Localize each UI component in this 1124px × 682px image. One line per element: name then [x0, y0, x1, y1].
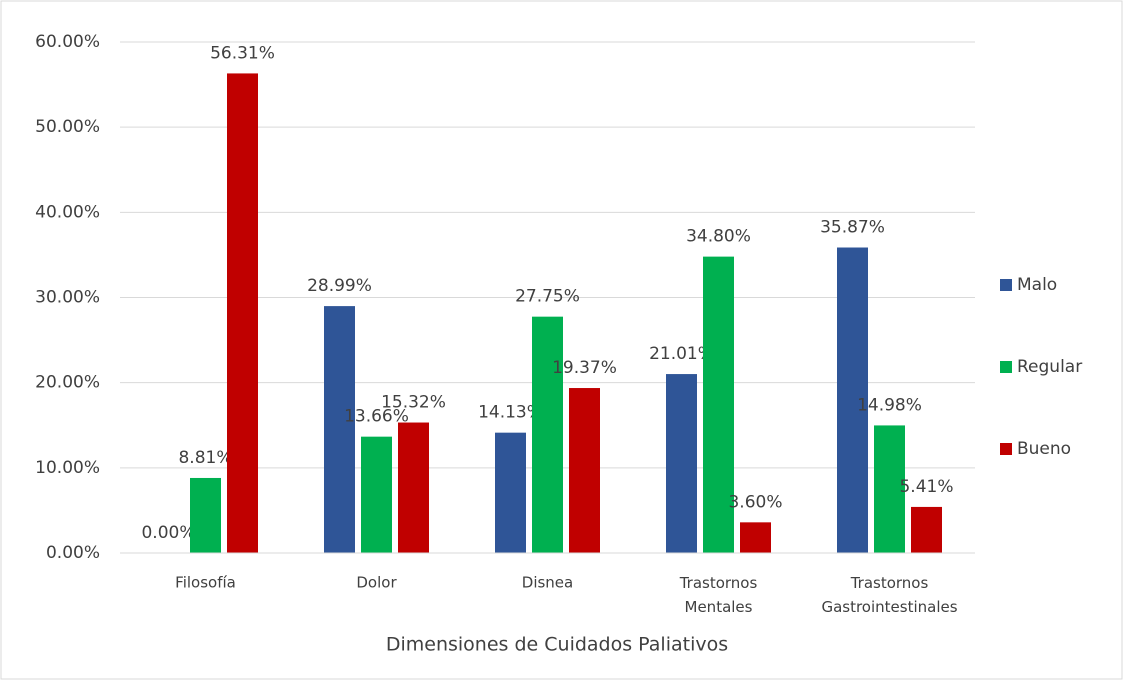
legend-label: Regular — [1017, 357, 1082, 377]
bar — [398, 422, 429, 553]
value-label: 14.98% — [857, 395, 922, 415]
bar — [703, 256, 734, 553]
bar — [324, 306, 355, 553]
x-tick-label: Trastornos Mentales — [679, 574, 758, 616]
value-label: 21.01% — [649, 344, 714, 364]
y-tick-label: 10.00% — [35, 458, 100, 478]
bar — [837, 247, 868, 553]
x-tick-label: Disnea — [522, 574, 573, 592]
legend-swatch — [1000, 279, 1012, 291]
value-label: 14.13% — [478, 403, 543, 423]
x-tick-label: Trastornos Gastrointestinales — [821, 574, 957, 616]
x-tick-label: Filosofía — [175, 574, 236, 592]
value-label: 13.66% — [344, 407, 409, 427]
bar — [361, 436, 392, 553]
y-tick-label: 30.00% — [35, 288, 100, 308]
value-label: 0.00% — [141, 523, 195, 543]
value-label: 35.87% — [820, 218, 885, 238]
bar — [740, 522, 771, 553]
x-axis-title: Dimensiones de Cuidados Paliativos — [386, 634, 728, 656]
value-label: 8.81% — [178, 448, 232, 468]
legend-label: Bueno — [1017, 439, 1071, 459]
y-tick-label: 20.00% — [35, 373, 100, 393]
legend-label: Malo — [1017, 275, 1057, 295]
value-label: 34.80% — [686, 227, 751, 247]
value-label: 5.41% — [899, 477, 953, 497]
x-tick-label: Dolor — [356, 574, 397, 592]
bar — [569, 388, 600, 553]
value-label: 15.32% — [381, 393, 446, 413]
bar — [190, 477, 221, 553]
y-tick-label: 0.00% — [46, 543, 100, 563]
value-label: 19.37% — [552, 358, 617, 378]
y-tick-label: 50.00% — [35, 117, 100, 137]
legend-swatch — [1000, 361, 1012, 373]
value-label: 27.75% — [515, 287, 580, 307]
bar — [495, 432, 526, 553]
bar — [532, 316, 563, 553]
bar — [227, 73, 258, 553]
value-label: 3.60% — [728, 492, 782, 512]
y-tick-label: 40.00% — [35, 202, 100, 222]
value-label: 28.99% — [307, 276, 372, 296]
value-label: 56.31% — [210, 43, 275, 63]
bar — [874, 425, 905, 553]
y-tick-label: 60.00% — [35, 32, 100, 52]
bar — [666, 374, 697, 553]
bar — [911, 506, 942, 553]
legend-swatch — [1000, 443, 1012, 455]
